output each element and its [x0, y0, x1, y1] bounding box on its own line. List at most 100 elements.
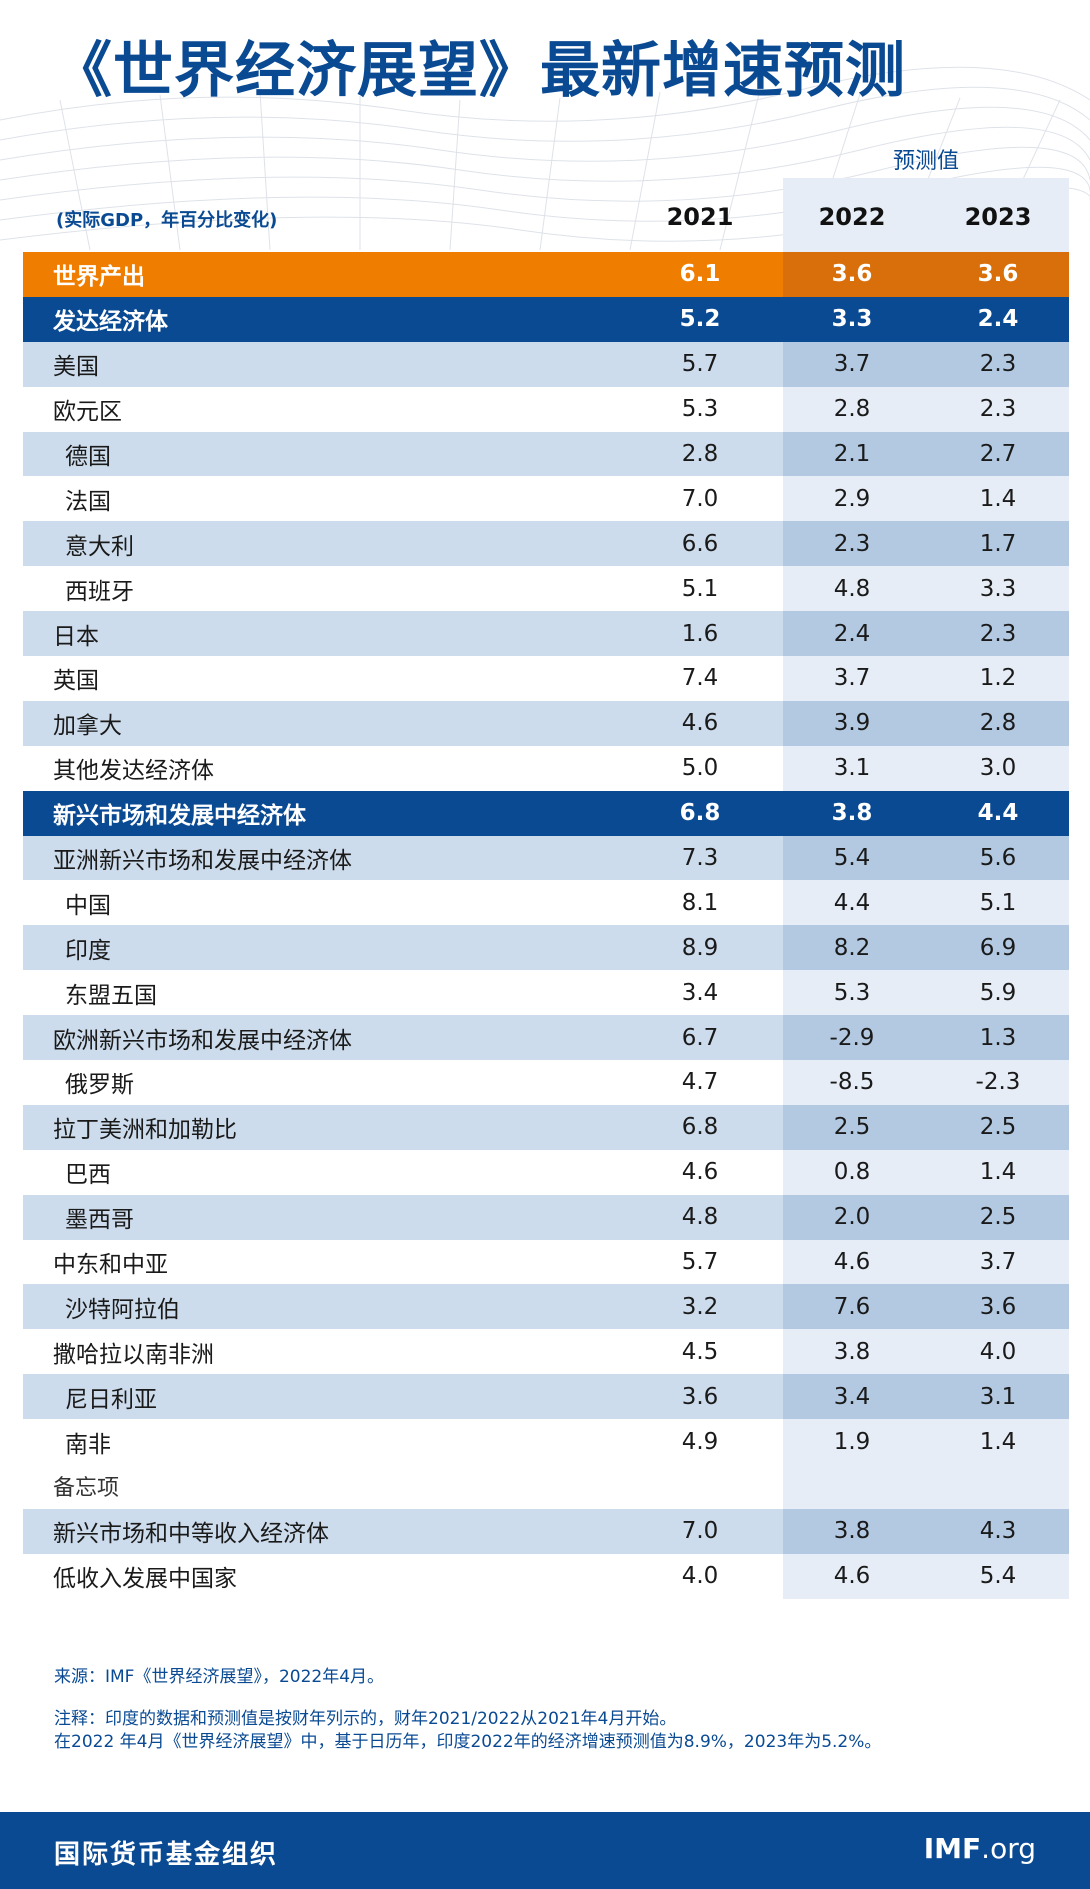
footnotes: 注释：印度的数据和预测值是按财年列示的，财年2021/2022从2021年4月开…	[54, 1708, 881, 1754]
forecast-cell-bg	[783, 252, 1069, 297]
row-label: 中东和中亚	[53, 1252, 168, 1279]
value-2022: 2.8	[833, 396, 871, 423]
value-2022: 5.3	[833, 979, 871, 1006]
forecast-cell-bg	[783, 790, 1069, 836]
value-2022: 3.1	[833, 755, 871, 782]
forecast-label: 预测值	[892, 149, 959, 174]
table-row: 欧元区 5.3 2.8 2.3	[23, 386, 1069, 432]
row-label: 西班牙	[65, 578, 134, 605]
value-2021: 6.7	[681, 1024, 719, 1051]
row-label: 欧元区	[53, 399, 122, 426]
row-label: 意大利	[65, 533, 134, 560]
row-label: 亚洲新兴市场和发展中经济体	[53, 848, 352, 875]
table-row: 墨西哥 4.8 2.0 2.5	[23, 1194, 1069, 1240]
value-2022: 3.8	[833, 1338, 871, 1365]
value-2021: 6.8	[679, 800, 721, 827]
background-mesh-graphic	[0, 66, 1090, 251]
row-label: 日本	[53, 623, 99, 650]
value-2021: 7.3	[681, 845, 719, 872]
row-label: 沙特阿拉伯	[65, 1296, 180, 1323]
value-2023: 1.4	[979, 485, 1017, 512]
row-label: 低收入发展中国家	[53, 1566, 237, 1593]
forecast-cell-bg	[783, 1508, 1069, 1554]
forecast-cell-bg	[783, 656, 1069, 701]
forecast-cell-bg	[783, 970, 1069, 1016]
table-row: 新兴市场和中等收入经济体 7.0 3.8 4.3	[23, 1508, 1069, 1554]
row-label: 东盟五国	[65, 982, 157, 1009]
value-2021: 6.6	[681, 530, 719, 557]
table-row: 东盟五国 3.4 5.3 5.9	[23, 970, 1069, 1016]
imf-logo[interactable]: IMF.org	[924, 1832, 1036, 1865]
value-2023: 1.3	[979, 1024, 1017, 1051]
value-2021: 6.1	[679, 261, 721, 288]
value-2022: 2.3	[833, 530, 871, 557]
value-2023: 2.8	[979, 710, 1017, 737]
value-2021: 5.0	[681, 755, 719, 782]
value-2023: 5.6	[979, 845, 1017, 872]
value-2023: 2.5	[979, 1204, 1017, 1231]
forecast-cell-bg	[783, 566, 1069, 612]
table-row: 西班牙 5.1 4.8 3.3	[23, 566, 1069, 612]
value-2021: 4.6	[681, 1159, 719, 1186]
value-2022: 3.8	[833, 1518, 871, 1545]
value-2023: 1.4	[979, 1428, 1017, 1455]
table-row: 意大利 6.6 2.3 1.7	[23, 521, 1069, 567]
forecast-cell-bg	[783, 925, 1069, 971]
value-2022: -2.9	[829, 1024, 875, 1051]
value-2023: 6.9	[979, 934, 1017, 961]
forecast-cell-bg	[783, 1374, 1069, 1420]
row-label: 巴西	[65, 1162, 111, 1189]
value-2022: 2.5	[833, 1114, 871, 1141]
table-row: 法国 7.0 2.9 1.4	[23, 476, 1069, 522]
value-2021: 2.8	[681, 441, 719, 467]
table-row: 印度 8.9 8.2 6.9	[23, 925, 1069, 971]
value-2022: 4.6	[833, 1563, 871, 1590]
value-2021: 7.0	[681, 485, 719, 512]
table-row: 日本 1.6 2.4 2.3	[23, 611, 1069, 657]
value-2023: 2.3	[979, 620, 1017, 647]
value-2023: 2.4	[977, 306, 1019, 333]
forecast-cell-bg	[783, 1419, 1069, 1465]
row-label: 法国	[65, 488, 111, 515]
row-label: 尼日利亚	[65, 1386, 157, 1413]
value-2023: 3.0	[979, 755, 1017, 782]
value-2023: 4.0	[979, 1338, 1017, 1365]
table-row: 拉丁美洲和加勒比 6.8 2.5 2.5	[23, 1104, 1069, 1150]
row-label: 德国	[65, 444, 111, 470]
value-2023: 1.7	[979, 530, 1017, 557]
row-label: 撒哈拉以南非洲	[53, 1341, 214, 1368]
forecast-cell-bg	[783, 835, 1069, 881]
value-2023: 2.3	[979, 351, 1017, 378]
value-2023: 4.4	[977, 800, 1019, 827]
value-2023: 3.7	[979, 1249, 1017, 1276]
value-2021: 3.2	[681, 1293, 719, 1320]
forecast-cell-bg	[783, 1104, 1069, 1150]
value-2021: 5.2	[679, 306, 721, 333]
value-2022: 0.8	[833, 1159, 871, 1186]
table-row: 欧洲新兴市场和发展中经济体 6.7 -2.9 1.3	[23, 1015, 1069, 1061]
row-label: 备忘项	[53, 1476, 120, 1502]
value-2022: 3.9	[833, 710, 871, 737]
value-2021: 3.6	[681, 1383, 719, 1410]
footnote-line: 注释：印度的数据和预测值是按财年列示的，财年2021/2022从2021年4月开…	[54, 1709, 677, 1729]
table-row: 世界产出 6.1 3.6 3.6	[23, 252, 1069, 297]
imf-logo-domain: .org	[981, 1832, 1036, 1865]
year-header-2021: 2021	[666, 203, 734, 231]
row-label: 世界产出	[53, 264, 145, 291]
value-2023: 2.3	[979, 396, 1017, 423]
value-2023: 1.2	[979, 665, 1017, 692]
forecast-cell-bg	[783, 1149, 1069, 1195]
value-2022: 2.9	[833, 485, 871, 512]
row-label: 中国	[65, 892, 111, 919]
value-2023: 3.1	[979, 1383, 1017, 1410]
value-2021: 5.3	[681, 396, 719, 423]
row-label: 英国	[53, 668, 99, 695]
value-2021: 4.9	[681, 1428, 719, 1455]
value-2022: 7.6	[833, 1293, 871, 1320]
forecast-cell-bg	[783, 1464, 1069, 1509]
row-label: 新兴市场和发展中经济体	[53, 803, 306, 830]
growth-table: 世界产出 6.1 3.6 3.6 发达经济体 5.2 3.3 2.4 美国 5.7 3.7 2.3 欧元…	[23, 252, 1069, 1599]
unit-note: (实际GDP，年百分比变化)	[56, 210, 278, 231]
value-2022: 2.4	[833, 620, 871, 647]
value-2023: 2.7	[979, 441, 1017, 467]
